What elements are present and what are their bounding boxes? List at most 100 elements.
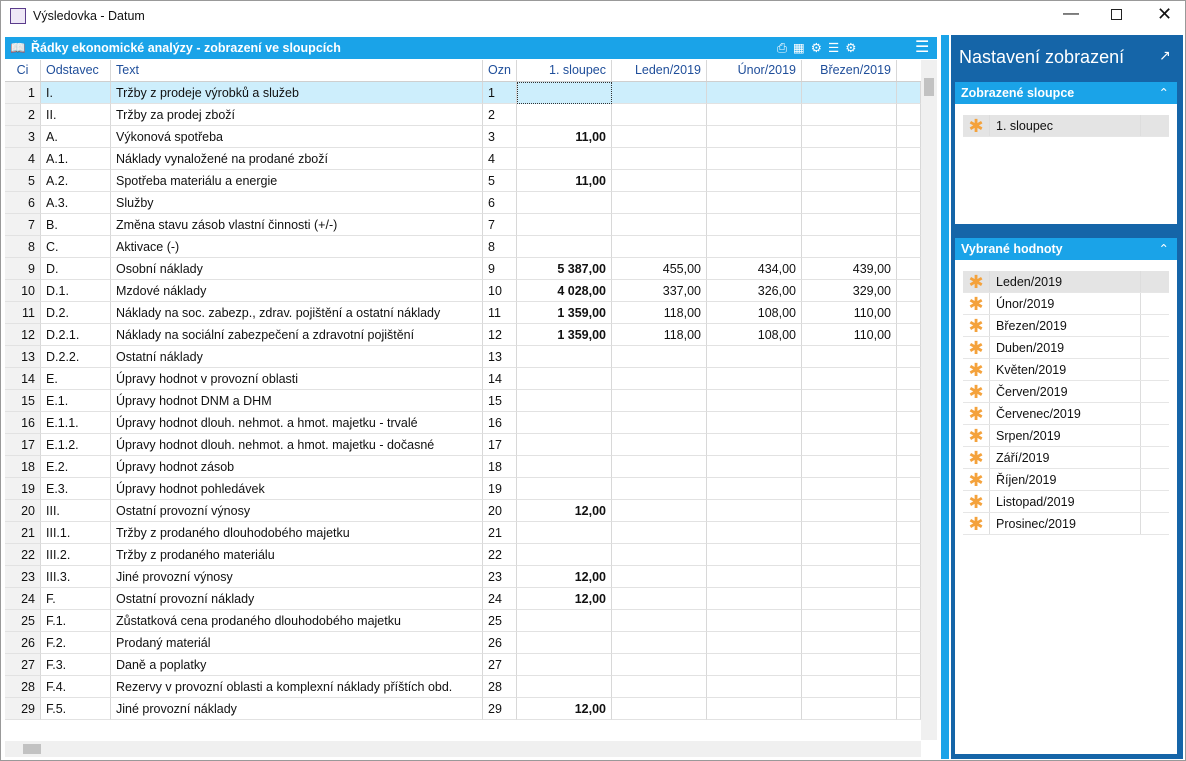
table-row[interactable]: 5 A.2. Spotřeba materiálu a energie 5 11,00 (5, 170, 921, 192)
table-row[interactable]: 29 F.5. Jiné provozní náklady 29 12,00 (5, 698, 921, 720)
section-header[interactable]: Zobrazené sloupce ⌃ (955, 82, 1177, 104)
column-header[interactable]: Únor/2019 (707, 60, 802, 81)
table-row[interactable]: 2 II. Tržby za prodej zboží 2 (5, 104, 921, 126)
section-header[interactable]: Vybrané hodnoty ⌃ (955, 238, 1177, 260)
menu-button[interactable]: ☰ (915, 39, 930, 56)
table-cell (897, 368, 921, 390)
column-header[interactable]: Odstavec (41, 60, 111, 81)
table-cell: 21 (5, 522, 41, 544)
table-row[interactable]: 22 III.2. Tržby z prodaného materiálu 22 (5, 544, 921, 566)
table-cell: 26 (483, 632, 517, 654)
table-row[interactable]: 18 E.2. Úpravy hodnot zásob 18 (5, 456, 921, 478)
table-cell: 13 (5, 346, 41, 368)
table-cell: Tržby z prodaného materiálu (111, 544, 483, 566)
table-cell: A.1. (41, 148, 111, 170)
table-row[interactable]: 6 A.3. Služby 6 (5, 192, 921, 214)
scroll-thumb[interactable] (23, 744, 41, 754)
column-header[interactable]: Leden/2019 (612, 60, 707, 81)
list-item[interactable]: ✱ Květen/2019 (963, 359, 1169, 381)
list-item[interactable]: ✱ Leden/2019 (963, 271, 1169, 293)
list-item[interactable]: ✱ Prosinec/2019 (963, 513, 1169, 535)
table-row[interactable]: 23 III.3. Jiné provozní výnosy 23 12,00 (5, 566, 921, 588)
list-item[interactable]: ✱ Červen/2019 (963, 381, 1169, 403)
toolbar-icons[interactable]: ⎙▦⚙☰⚙ (777, 41, 863, 55)
horizontal-scrollbar[interactable] (5, 741, 921, 757)
table-cell (802, 82, 897, 104)
vertical-scrollbar[interactable] (921, 60, 937, 740)
table-cell: Daně a poplatky (111, 654, 483, 676)
table-cell (802, 236, 897, 258)
table-row[interactable]: 7 B. Změna stavu zásob vlastní činnosti (+… (5, 214, 921, 236)
table-cell (612, 456, 707, 478)
scroll-thumb[interactable] (924, 78, 934, 96)
popout-icon[interactable]: ↗ (1159, 47, 1171, 63)
list-item[interactable]: ✱ Únor/2019 (963, 293, 1169, 315)
table-cell (612, 632, 707, 654)
table-cell: 23 (5, 566, 41, 588)
list-item[interactable]: ✱ 1. sloupec (963, 115, 1169, 137)
table-row[interactable]: 25 F.1. Zůstatková cena prodaného dlouhodo… (5, 610, 921, 632)
table-cell: 20 (5, 500, 41, 522)
column-header[interactable]: Ci (5, 60, 41, 81)
list-item[interactable]: ✱ Červenec/2019 (963, 403, 1169, 425)
item-label: Duben/2019 (996, 341, 1065, 355)
list-item[interactable]: ✱ Říjen/2019 (963, 469, 1169, 491)
table-row[interactable]: 17 E.1.2. Úpravy hodnot dlouh. nehmot. a h… (5, 434, 921, 456)
collapse-icon[interactable]: ⌃ (1158, 242, 1169, 256)
list-item[interactable]: ✱ Duben/2019 (963, 337, 1169, 359)
star-icon: ✱ (963, 359, 990, 380)
table-cell: 5 (483, 170, 517, 192)
table-row[interactable]: 19 E.3. Úpravy hodnot pohledávek 19 (5, 478, 921, 500)
table-cell (707, 104, 802, 126)
close-button[interactable]: ✕ (1157, 4, 1173, 24)
table-cell (517, 522, 612, 544)
table-cell (612, 434, 707, 456)
column-header[interactable]: 1. sloupec (517, 60, 612, 81)
table-row[interactable]: 20 III. Ostatní provozní výnosy 20 12,00 (5, 500, 921, 522)
minimize-button[interactable]: — (1063, 5, 1079, 22)
table-cell: 1 (5, 82, 41, 104)
table-cell: 9 (483, 258, 517, 280)
table-cell: 110,00 (802, 324, 897, 346)
column-header[interactable]: Text (111, 60, 483, 81)
list-item[interactable]: ✱ Listopad/2019 (963, 491, 1169, 513)
table-row[interactable]: 26 F.2. Prodaný materiál 26 (5, 632, 921, 654)
table-row[interactable]: 28 F.4. Rezervy v provozní oblasti a kompl… (5, 676, 921, 698)
table-row[interactable]: 12 D.2.1. Náklady na sociální zabezpečení … (5, 324, 921, 346)
table-row[interactable]: 11 D.2. Náklady na soc. zabezp., zdrav. po… (5, 302, 921, 324)
table-cell (707, 632, 802, 654)
table-cell (612, 478, 707, 500)
table-cell (517, 104, 612, 126)
list-item[interactable]: ✱ Září/2019 (963, 447, 1169, 469)
table-row[interactable]: 8 C. Aktivace (-) 8 (5, 236, 921, 258)
table-cell (612, 566, 707, 588)
table-cell (517, 434, 612, 456)
table-row[interactable]: 16 E.1.1. Úpravy hodnot dlouh. nehmot. a h… (5, 412, 921, 434)
column-header[interactable]: Ozn (483, 60, 517, 81)
table-cell (897, 632, 921, 654)
table-row[interactable]: 14 E. Úpravy hodnot v provozní oblasti 14 (5, 368, 921, 390)
item-divider (1140, 359, 1141, 380)
table-row[interactable]: 4 A.1. Náklady vynaložené na prodané zboží… (5, 148, 921, 170)
table-cell (517, 346, 612, 368)
maximize-button[interactable] (1111, 9, 1122, 20)
table-row[interactable]: 15 E.1. Úpravy hodnot DNM a DHM 15 (5, 390, 921, 412)
column-header[interactable]: Březen/2019 (802, 60, 897, 81)
list-item[interactable]: ✱ Srpen/2019 (963, 425, 1169, 447)
table-cell (707, 434, 802, 456)
list-item[interactable]: ✱ Březen/2019 (963, 315, 1169, 337)
table-row[interactable]: 27 F.3. Daně a poplatky 27 (5, 654, 921, 676)
table-cell: II. (41, 104, 111, 126)
table-row[interactable]: 3 A. Výkonová spotřeba 3 11,00 (5, 126, 921, 148)
star-icon: ✱ (963, 315, 990, 336)
table-cell: Úpravy hodnot pohledávek (111, 478, 483, 500)
table-row[interactable]: 1 I. Tržby z prodeje výrobků a služeb 1 (5, 82, 921, 104)
table-row[interactable]: 13 D.2.2. Ostatní náklady 13 (5, 346, 921, 368)
table-row[interactable]: 24 F. Ostatní provozní náklady 24 12,00 (5, 588, 921, 610)
splitter[interactable] (941, 35, 949, 759)
table-row[interactable]: 21 III.1. Tržby z prodaného dlouhodobého m… (5, 522, 921, 544)
table-row[interactable]: 9 D. Osobní náklady 9 5 387,00 455,00 434,00 43… (5, 258, 921, 280)
table-row[interactable]: 10 D.1. Mzdové náklady 10 4 028,00 337,00 326,… (5, 280, 921, 302)
table-cell: Ostatní provozní náklady (111, 588, 483, 610)
collapse-icon[interactable]: ⌃ (1158, 86, 1169, 100)
